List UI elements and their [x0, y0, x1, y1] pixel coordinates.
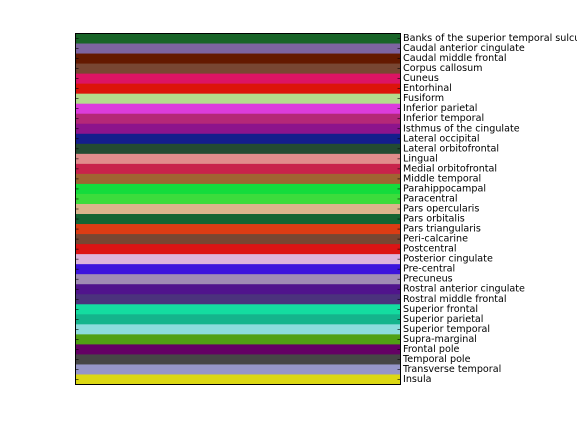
color-bar [75, 63, 401, 75]
category-label: Transverse temporal [402, 364, 501, 375]
category-label: Banks of the superior temporal sulcus [403, 33, 577, 44]
color-bar [75, 304, 401, 315]
category-label: Corpus callosum [403, 63, 483, 74]
color-bar [75, 264, 401, 275]
labels-group: Banks of the superior temporal sulcusCau… [402, 33, 577, 385]
plot-frame [75, 33, 401, 385]
color-bar [75, 33, 401, 44]
category-label: Superior temporal [403, 324, 490, 335]
category-label: Entorhinal [403, 83, 452, 94]
category-label: Parahippocampal [403, 183, 486, 194]
category-label: Cuneus [403, 73, 439, 84]
category-label: Postcentral [403, 244, 457, 255]
category-label: Superior frontal [403, 304, 478, 315]
color-bar [75, 294, 401, 305]
category-label: Rostral middle frontal [403, 294, 507, 305]
color-bar [75, 224, 401, 235]
color-bar [75, 193, 401, 205]
category-label: Pars opercularis [403, 204, 479, 215]
color-bar [75, 334, 401, 345]
color-bar [75, 254, 401, 265]
color-bar [75, 143, 401, 155]
color-bar [75, 93, 401, 105]
color-bar [75, 214, 401, 225]
color-bar [75, 133, 401, 145]
category-label: Insula [403, 374, 432, 385]
category-label: Caudal middle frontal [403, 53, 507, 64]
category-label: Caudal anterior cingulate [403, 43, 525, 54]
color-bar [75, 53, 401, 64]
category-label: Temporal pole [402, 354, 471, 365]
category-label: Peri-calcarine [403, 234, 468, 245]
category-label: Supra-marginal [403, 334, 477, 345]
category-label: Inferior parietal [403, 103, 477, 114]
category-label: Frontal pole [403, 344, 459, 355]
color-bar [75, 113, 401, 125]
color-bar [75, 324, 401, 335]
category-label: Lateral orbitofrontal [403, 143, 499, 154]
color-bar [75, 83, 401, 95]
color-bar [75, 73, 401, 85]
color-bar [75, 344, 401, 355]
category-label: Posterior cingulate [403, 254, 493, 265]
color-bar [75, 284, 401, 295]
color-bar [75, 244, 401, 255]
color-bar [75, 374, 401, 385]
category-label: Precuneus [403, 274, 453, 285]
color-bar [75, 173, 401, 185]
category-label: Fusiform [403, 93, 444, 104]
category-label: Middle temporal [403, 173, 481, 184]
category-label: Lateral occipital [403, 133, 480, 144]
color-bar [75, 274, 401, 285]
color-bar [75, 183, 401, 195]
category-label: Pars orbitalis [403, 214, 465, 225]
color-bar [75, 103, 401, 115]
category-label: Pre-central [403, 264, 455, 275]
category-label: Lingual [403, 153, 438, 164]
color-bar [75, 234, 401, 245]
color-bar [75, 364, 401, 375]
bars-group [75, 33, 401, 385]
category-label: Rostral anterior cingulate [403, 284, 525, 295]
category-label: Pars triangularis [403, 224, 481, 235]
category-label: Isthmus of the cingulate [403, 123, 520, 134]
category-label: Paracentral [403, 193, 458, 204]
category-label: Superior parietal [403, 314, 483, 325]
color-bar [75, 354, 401, 365]
color-bar [75, 123, 401, 135]
category-label: Inferior temporal [403, 113, 484, 124]
color-bar [75, 203, 401, 215]
color-bar [75, 314, 401, 325]
color-bar [75, 153, 401, 165]
color-bar [75, 163, 401, 175]
color-bar [75, 43, 401, 54]
category-label: Medial orbitofrontal [403, 163, 497, 174]
